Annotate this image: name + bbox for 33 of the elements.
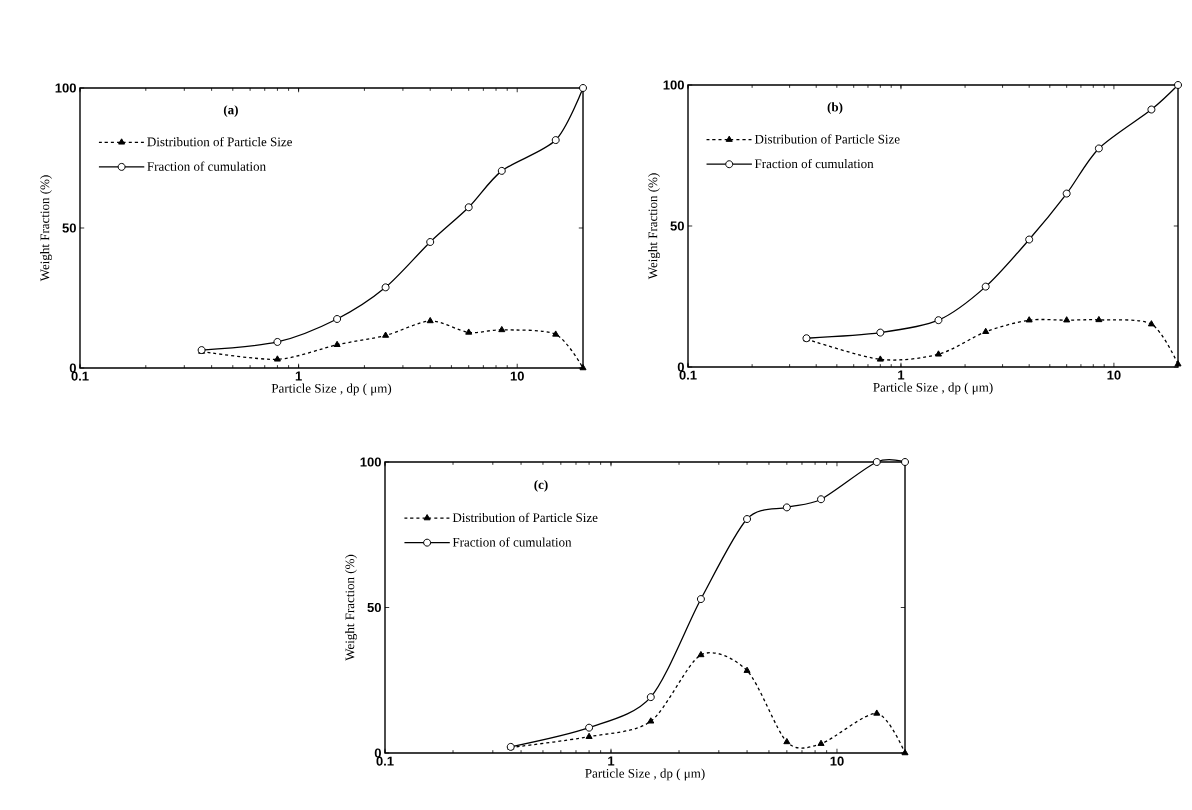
x-tick-label: 10 [1107,370,1121,380]
y-tick-label: 50 [367,602,381,613]
legend-label: Fraction of cumulation [754,158,874,169]
text: (c) [534,479,548,492]
x-axis-title: Particle Size , dp ( μm) [585,768,705,781]
x-tick-label: 10 [830,756,844,766]
y-axis-title: Weight Fraction (%) [40,175,52,282]
y-tick-label: 0 [69,363,76,373]
y-tick-label: 0 [677,362,684,372]
legend-label: Fraction of cumulation [452,537,572,547]
x-tick-label: 0.1 [679,370,697,380]
legend-label: Distribution of Particle Size [754,134,900,144]
y-axis-title: Weight Fraction (%) [345,554,357,661]
x-axis-title: Particle Size , dp ( μm) [873,382,993,395]
y-tick-label: 50 [62,223,76,233]
y-tick-label: 100 [55,83,76,93]
legend-label: Distribution of Particle Size [452,512,598,523]
y-tick-label: 100 [360,457,381,467]
x-tick-label: 10 [510,371,524,381]
x-axis-title: Particle Size , dp ( μm) [271,383,392,396]
y-tick-label: 0 [374,748,381,758]
legend-label: Fraction of cumulation [147,161,266,171]
legend-label: Distribution of Particle Size [147,136,292,147]
y-tick-label: 100 [663,80,684,90]
x-tick-label: 0.1 [71,371,89,381]
x-tick-label: 0.1 [376,756,394,766]
text: (b) [827,102,843,115]
text: (a) [223,105,238,117]
x-tick-label: 1 [608,756,615,766]
y-tick-label: 50 [670,221,684,231]
y-axis-title: Weight Fraction (%) [648,173,660,280]
x-tick-label: 1 [295,371,302,381]
x-tick-label: 1 [898,370,905,380]
